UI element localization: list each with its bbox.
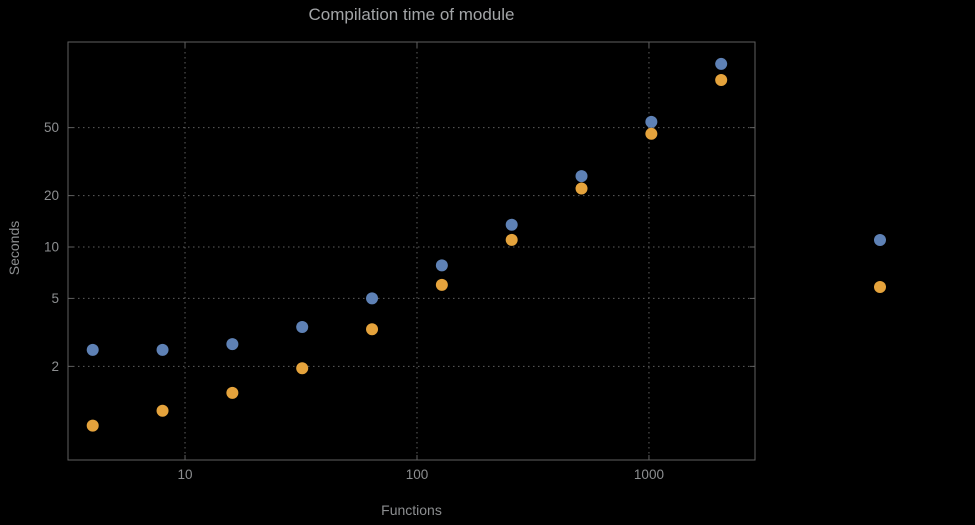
- chart-title: Compilation time of module: [308, 5, 515, 24]
- data-point-series-2: [226, 386, 239, 399]
- x-axis-label: Functions: [381, 502, 442, 518]
- data-point-series-2: [645, 127, 658, 140]
- data-point-series-2: [366, 323, 379, 336]
- x-tick-label: 100: [406, 467, 429, 482]
- data-point-series-1: [645, 115, 658, 128]
- y-tick-label: 50: [44, 120, 59, 135]
- data-point-series-2: [86, 419, 99, 432]
- y-tick-label: 5: [51, 291, 59, 306]
- data-point-series-1: [575, 170, 588, 183]
- data-point-series-2: [435, 278, 448, 291]
- x-tick-label: 10: [178, 467, 193, 482]
- y-tick-label: 20: [44, 188, 59, 203]
- y-tick-label: 2: [51, 359, 59, 374]
- plot-frame: [67, 41, 756, 461]
- data-point-series-1: [435, 259, 448, 272]
- data-point-series-2: [156, 404, 169, 417]
- data-point-series-2: [575, 182, 588, 195]
- y-tick-label: 10: [44, 239, 59, 254]
- data-point-series-1: [156, 343, 169, 356]
- data-point-series-2: [296, 362, 309, 375]
- data-point-series-1: [715, 57, 728, 70]
- data-point-series-1: [366, 292, 379, 305]
- legend-marker-series-1: [874, 234, 886, 246]
- data-point-series-1: [86, 343, 99, 356]
- data-point-series-2: [505, 233, 518, 246]
- data-point-series-2: [715, 74, 728, 87]
- data-point-series-1: [296, 321, 309, 334]
- data-point-series-1: [226, 338, 239, 351]
- y-axis-label: Seconds: [6, 220, 22, 276]
- data-point-series-1: [505, 218, 518, 231]
- legend-marker-series-2: [874, 281, 886, 293]
- x-tick-label: 1000: [634, 467, 664, 482]
